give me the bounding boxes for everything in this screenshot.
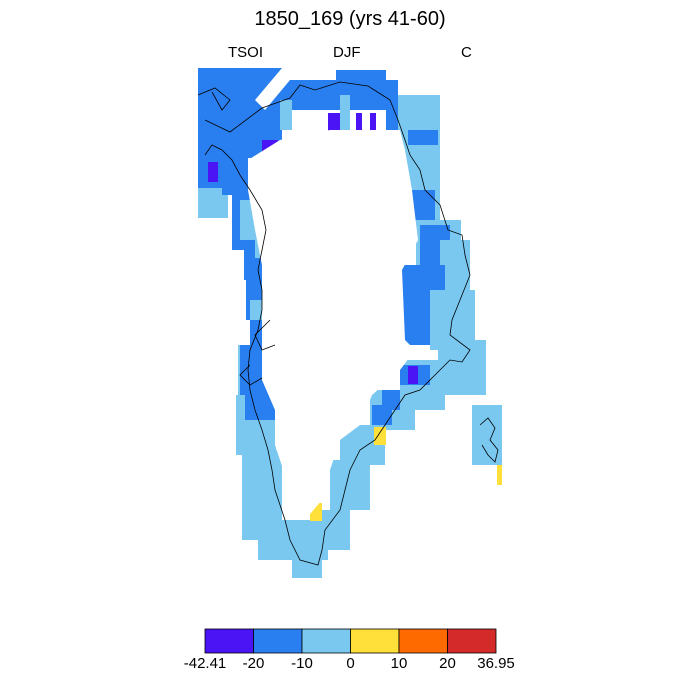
colorbar-label: 10 [390,655,408,672]
grid-cell [245,395,275,420]
coastline-iceland [479,417,499,463]
units-label: C [461,44,472,61]
no-data-interior [248,130,418,520]
grid-cell [497,465,502,485]
variable-label: TSOI [228,44,264,61]
colorbar-swatch [447,628,497,654]
grid-cell [438,340,486,395]
grid-cell [330,460,370,510]
grid-cell [340,95,350,130]
colorbar-swatch [398,628,448,654]
grid-cell [222,170,242,195]
colorbar-label: 36.95 [477,655,515,672]
coastline-main [197,81,471,566]
season-label: DJF [333,44,361,61]
grid-cell [286,80,336,110]
grid-cells [198,68,502,578]
grid-cell [292,540,322,578]
colorbar-swatch [301,628,351,654]
grid-cell [374,427,386,445]
colorbar-label: 20 [439,655,456,672]
colorbar [204,628,497,654]
grid-cell [370,113,376,135]
grid-cell [280,100,292,130]
colorbar-label: -42.41 [183,655,227,672]
coastline [197,81,499,566]
grid-cell [472,405,502,465]
no-data-gap [255,68,300,110]
coastline-inner [239,319,276,386]
colorbar-label: 0 [346,655,355,672]
colorbar-swatch [253,628,303,654]
grid-cell [408,366,418,384]
colorbar-label: -10 [291,655,313,672]
colorbar-swatch [204,628,254,654]
colorbar-label: -20 [242,655,265,672]
grid-cell [328,113,340,135]
grid-cell [372,405,392,425]
grid-cell [356,113,362,135]
plot-title: 1850_169 (yrs 41-60) [254,8,446,30]
grid-cell [322,510,350,550]
colorbar-swatch [350,628,400,654]
